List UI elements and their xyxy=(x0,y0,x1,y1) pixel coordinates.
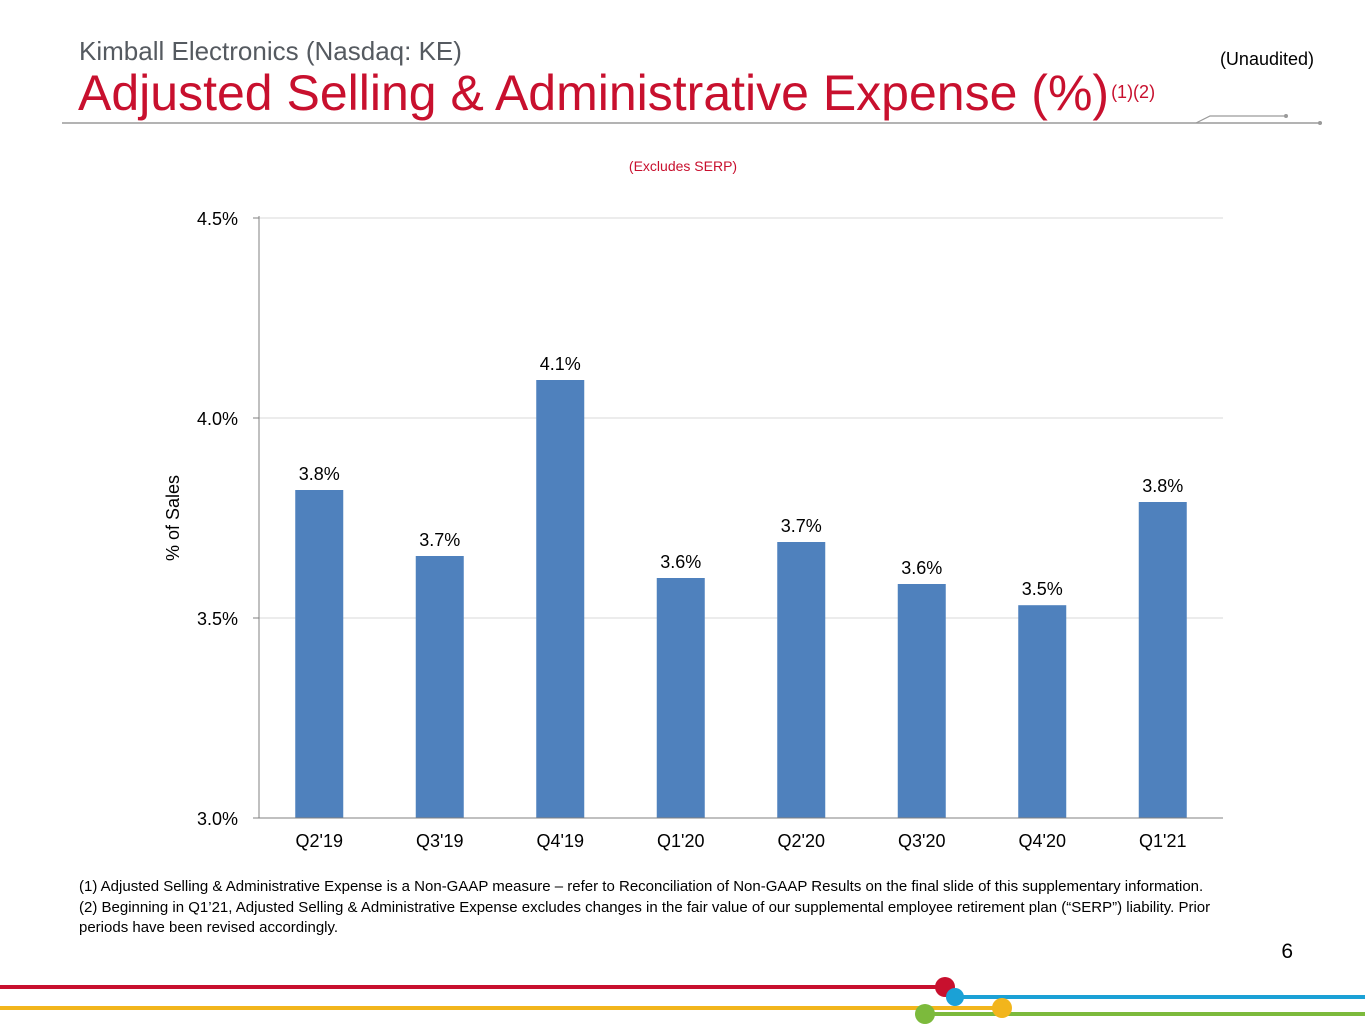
brand-footer-lines xyxy=(0,977,1365,1024)
company-name: Kimball Electronics (Nasdaq: KE) xyxy=(79,36,462,66)
title-footnote-ref: (1)(2) xyxy=(1111,82,1156,102)
data-labels: 3.8% 3.7% 4.1% 3.6% 3.7% 3.6% 3.5% 3.8% xyxy=(299,354,1184,599)
blue-dot xyxy=(946,988,964,1006)
x-tick-label: Q4'20 xyxy=(1019,831,1066,851)
yellow-dot xyxy=(992,998,1012,1018)
chart-subtitle: (Excludes SERP) xyxy=(629,158,737,174)
footnote-1: (1) Adjusted Selling & Administrative Ex… xyxy=(79,878,1204,895)
bar xyxy=(777,542,826,818)
x-tick-label: Q1'21 xyxy=(1139,831,1186,851)
title-text: Adjusted Selling & Administrative Expens… xyxy=(78,65,1110,121)
x-tick-label: Q2'19 xyxy=(296,831,343,851)
bar xyxy=(656,578,705,818)
bar xyxy=(897,584,946,818)
y-axis-label: % of Sales xyxy=(163,475,183,561)
data-label: 3.7% xyxy=(781,516,822,536)
bars xyxy=(295,380,1187,818)
data-label: 3.6% xyxy=(901,558,942,578)
bar xyxy=(1018,605,1067,818)
y-tick-label: 4.5% xyxy=(197,209,238,229)
x-ticks: Q2'19 Q3'19 Q4'19 Q1'20 Q2'20 Q3'20 Q4'20 Q1'21 xyxy=(296,831,1187,851)
data-label: 3.5% xyxy=(1022,579,1063,599)
page-number: 6 xyxy=(1281,940,1293,963)
unaudited-label: (Unaudited) xyxy=(1219,49,1314,69)
footnotes: (1) Adjusted Selling & Administrative Ex… xyxy=(79,877,1229,939)
bar xyxy=(295,490,344,818)
footnote-2: (2) Beginning in Q1’21, Adjusted Selling… xyxy=(79,898,1211,937)
bar xyxy=(1138,502,1187,818)
y-tick-label: 4.0% xyxy=(197,409,238,429)
circuit-trace xyxy=(1195,115,1285,124)
data-label: 3.8% xyxy=(299,464,340,484)
bar xyxy=(536,380,585,818)
chart: (Excludes SERP) % of Sales 3.0% 3.5% 4.0% 4… xyxy=(163,158,1223,851)
data-label: 3.8% xyxy=(1142,476,1183,496)
page-title: Adjusted Selling & Administrative Expens… xyxy=(78,64,1155,122)
data-label: 3.7% xyxy=(419,530,460,550)
y-ticks: 3.0% 3.5% 4.0% 4.5% xyxy=(197,209,259,829)
header-rule xyxy=(62,114,1322,125)
gridlines xyxy=(259,217,1223,619)
x-tick-label: Q1'20 xyxy=(657,831,704,851)
x-tick-label: Q4'19 xyxy=(537,831,584,851)
y-tick-label: 3.5% xyxy=(197,609,238,629)
data-label: 4.1% xyxy=(540,354,581,374)
x-tick-label: Q2'20 xyxy=(778,831,825,851)
y-tick-label: 3.0% xyxy=(197,809,238,829)
data-label: 3.6% xyxy=(660,552,701,572)
circuit-node-end xyxy=(1318,121,1322,125)
circuit-node xyxy=(1284,114,1288,118)
green-dot xyxy=(915,1004,935,1024)
x-tick-label: Q3'20 xyxy=(898,831,945,851)
x-tick-label: Q3'19 xyxy=(416,831,463,851)
bar xyxy=(415,556,464,818)
